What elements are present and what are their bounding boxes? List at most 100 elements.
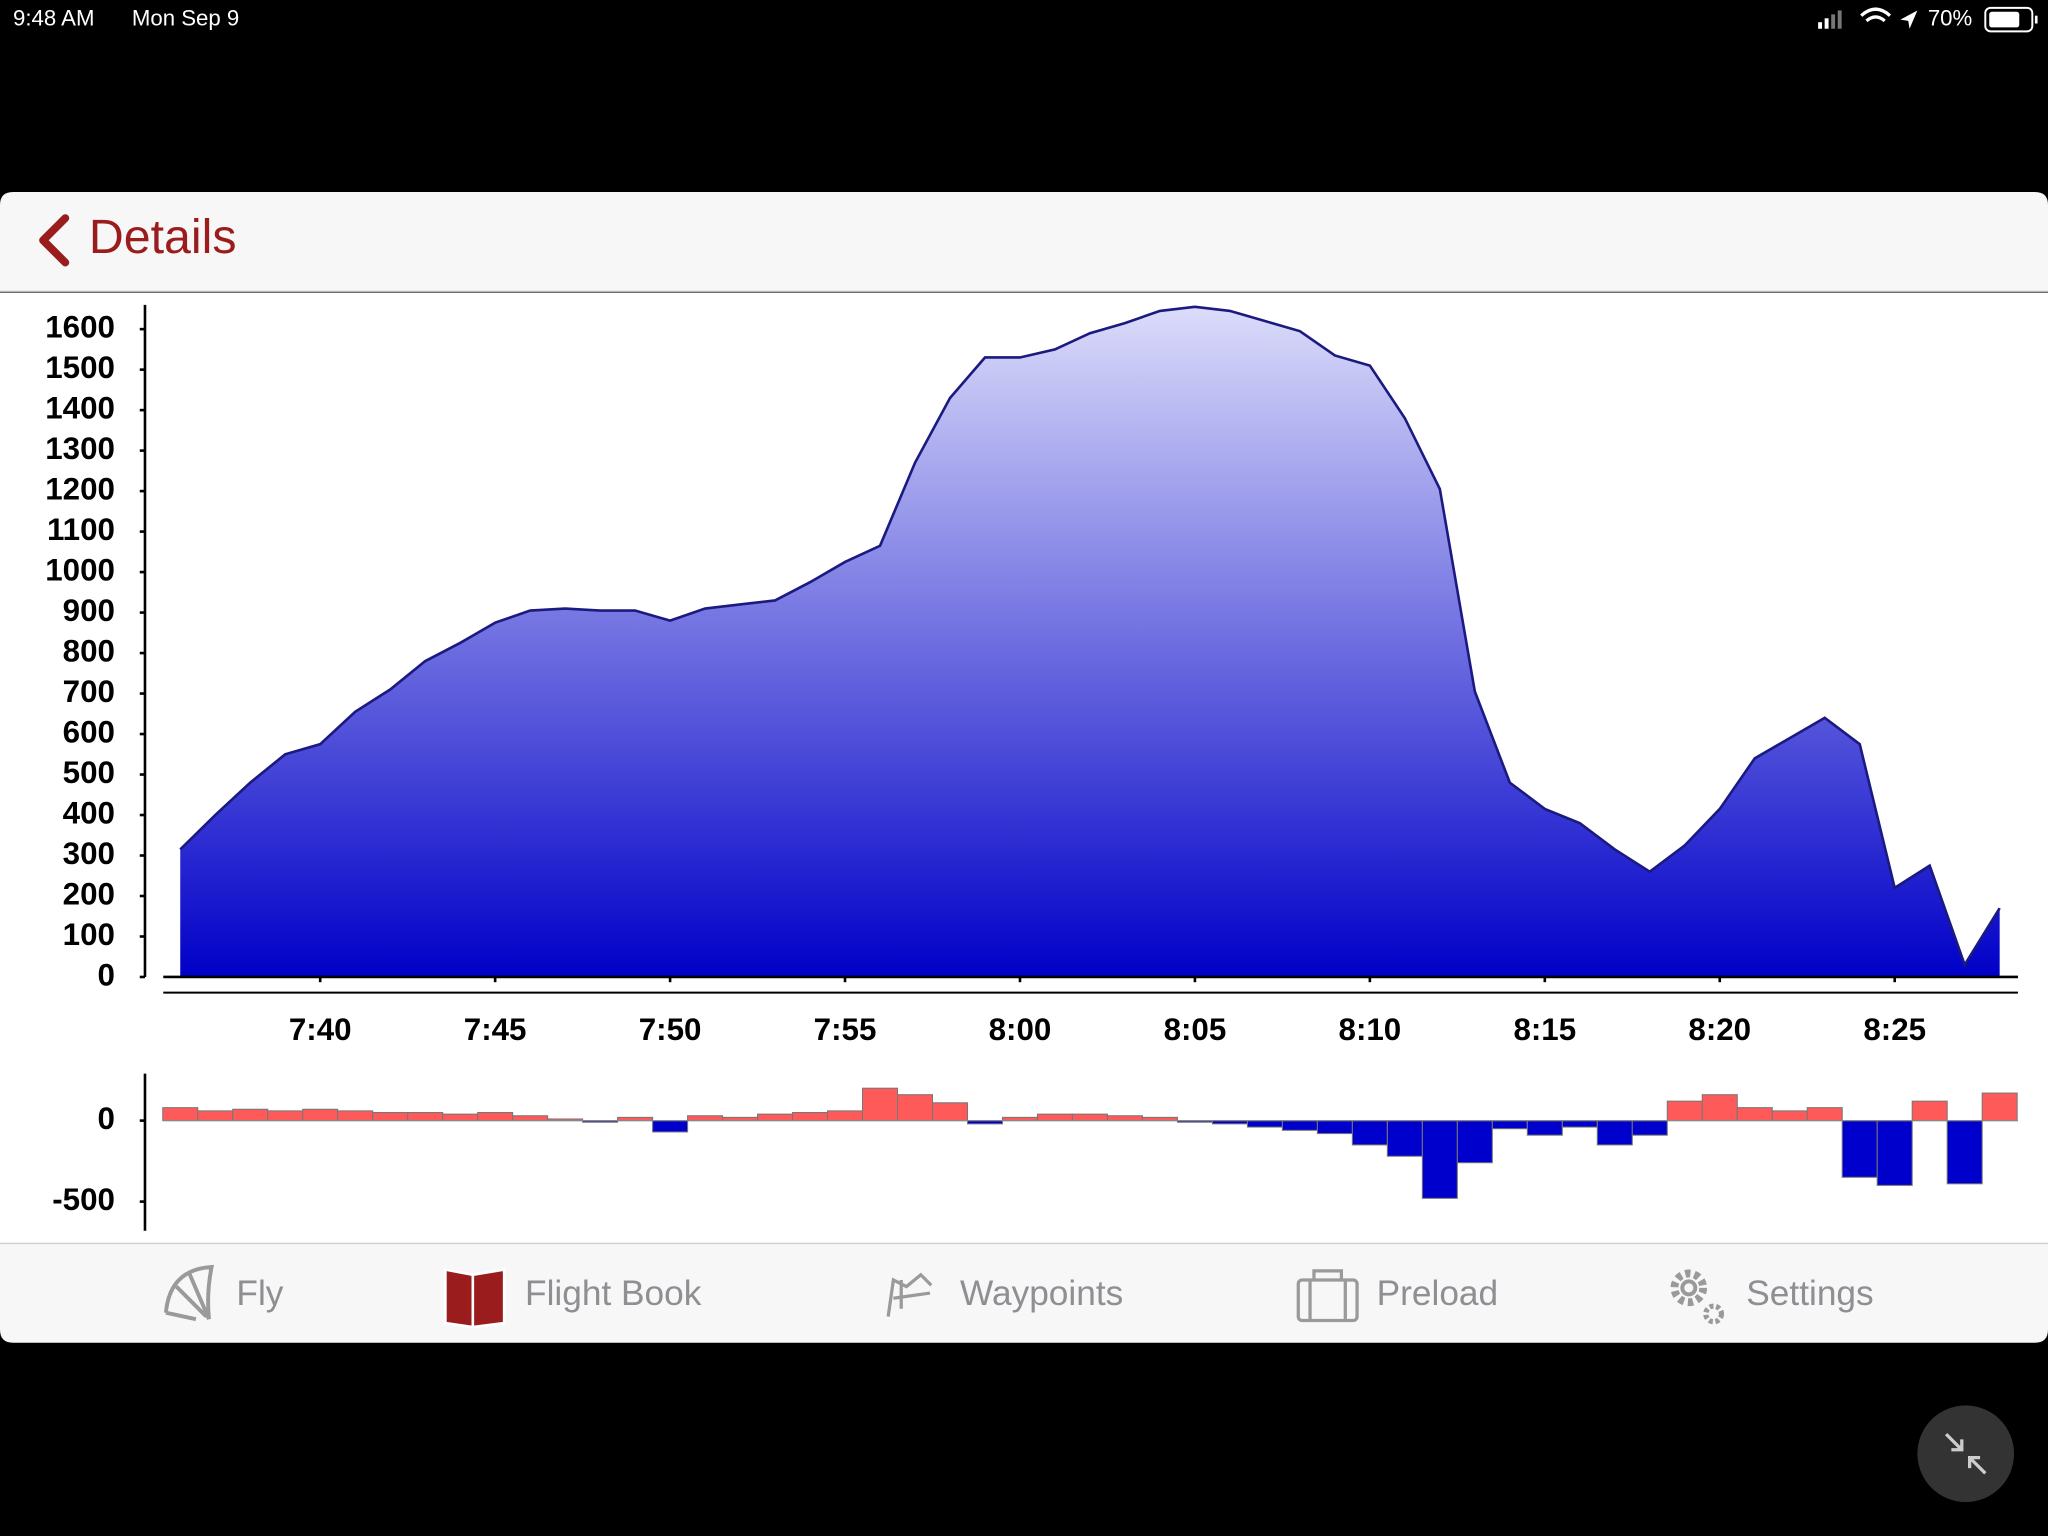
vario-bar [1316,1120,1353,1135]
vario-bar [1771,1110,1808,1122]
vario-bar [1666,1100,1703,1122]
vario-bar [302,1108,339,1122]
y-tick-label: 0 [98,957,115,992]
y-tick-label: 1100 [47,512,115,547]
y-tick-label: 900 [63,593,115,628]
vario-bar [1351,1120,1388,1146]
vario-bar [1246,1120,1283,1128]
x-tick-label: 8:20 [1688,1012,1751,1047]
battery-icon [1984,6,2038,33]
flight-book-icon[interactable] [444,1267,506,1329]
vario-bar [827,1110,864,1122]
status-date: Mon Sep 9 [132,5,239,30]
back-chevron[interactable] [39,214,70,267]
x-tick-label: 7:55 [814,1012,877,1047]
y-tick-label: 1600 [45,309,115,344]
y-tick-label: 1500 [45,350,115,385]
back-button[interactable]: Details [39,210,237,267]
vario-bar [1456,1120,1493,1164]
altitude-line [179,305,2001,968]
x-tick-label: 8:10 [1339,1012,1402,1047]
vario-bar [1911,1100,1948,1122]
battery-text: 70% [1928,5,1972,30]
vario-bar [372,1111,409,1122]
vario-bar [896,1094,934,1122]
vario-bar [1841,1120,1878,1178]
y-tick-label: 1200 [45,471,115,506]
minimize-button[interactable] [1917,1405,2015,1503]
y-tick-label: 700 [63,674,115,709]
vario-bar [862,1087,899,1122]
vario-bar [792,1111,829,1122]
back-label[interactable]: Details [89,210,237,264]
x-tick-label: 7:45 [464,1012,527,1047]
vario-bar [1106,1115,1143,1122]
vario-bar [337,1110,374,1122]
vario-bar [1806,1107,1843,1122]
x-tick-label: 7:50 [639,1012,702,1047]
vario-bar [1736,1107,1773,1122]
settings-icon[interactable] [1670,1269,1725,1325]
vario-bar [757,1113,794,1122]
vario-bar [1946,1120,1983,1185]
tab-label[interactable]: Settings [1746,1274,1873,1313]
tab-label[interactable]: Fly [236,1274,283,1313]
fly-icon[interactable] [163,1264,215,1322]
vario-bar [1701,1094,1738,1122]
minimize-icon[interactable] [1944,1432,1987,1475]
vario-bar [407,1111,444,1122]
vario-bar [1631,1120,1668,1136]
status-time: 9:48 AM [13,5,94,30]
vario-bar [232,1108,269,1122]
vario-bar [267,1110,304,1122]
y-tick-label: 300 [63,836,115,871]
y-tick-label: 600 [63,714,115,749]
vario-bar [162,1107,199,1122]
location-icon [1900,10,1918,29]
tab-label[interactable]: Preload [1377,1274,1499,1313]
y-tick-label: 1000 [45,552,115,587]
y-tick-label: 1300 [45,431,115,466]
tab-label[interactable]: Waypoints [960,1274,1123,1313]
vario-bar [1281,1120,1318,1131]
vario-bar [1981,1092,2018,1122]
y-tick-label: 1400 [45,390,115,425]
vario-bar [1491,1120,1528,1130]
nav-bar [0,192,2048,292]
y-tick-label: 0 [98,1101,115,1136]
y-tick-label: -500 [52,1182,115,1217]
vario-bar [512,1115,549,1122]
vario-bar [652,1120,689,1133]
preload-icon[interactable] [1296,1269,1359,1323]
y-tick-label: 400 [63,795,115,830]
vario-bar [1386,1120,1423,1157]
vario-bar [1561,1120,1598,1128]
vario-bar [931,1102,969,1122]
tab-bar [0,1243,2048,1343]
y-tick-label: 100 [63,917,115,952]
charts: 0 100 200 300 400 500 600 700 800 900 1000 1100 1200… [45,304,2018,1231]
x-tick-label: 7:40 [289,1012,352,1047]
vario-bar [1596,1120,1633,1146]
x-tick-label: 8:25 [1863,1012,1926,1047]
vario-bar [197,1110,234,1122]
signal-icon [1818,10,1842,29]
x-tick-label: 8:00 [989,1012,1052,1047]
tabs: Fly Flight Book Waypoints Preload Settings [236,1274,1873,1313]
y-tick-label: 500 [63,755,115,790]
vario-bar [1036,1113,1073,1122]
wifi-icon [1860,7,1892,23]
vario-bar [1421,1120,1458,1199]
vario-bar [477,1111,514,1122]
vario-bar [442,1113,479,1122]
vario-bar [1526,1120,1563,1136]
waypoints-icon[interactable] [886,1272,933,1317]
y-tick-label: 800 [63,633,115,668]
x-tick-label: 8:15 [1513,1012,1576,1047]
vario-bar [1876,1120,1913,1186]
tab-label[interactable]: Flight Book [525,1274,702,1313]
y-tick-label: 200 [63,876,115,911]
x-tick-label: 8:05 [1164,1012,1227,1047]
